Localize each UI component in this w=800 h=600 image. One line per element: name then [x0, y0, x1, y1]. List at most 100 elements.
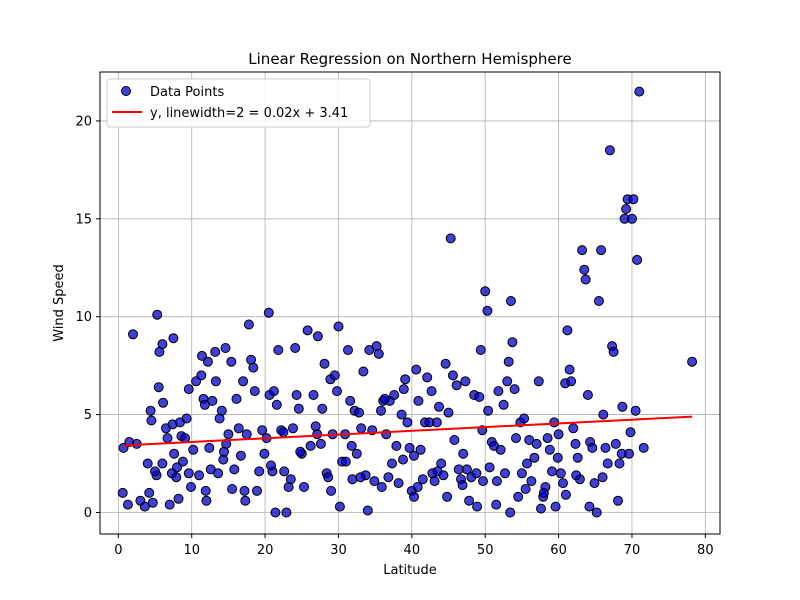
y-tick-label: 10: [75, 310, 92, 325]
data-point: [288, 423, 298, 434]
data-point: [391, 440, 402, 451]
data-point: [638, 442, 649, 453]
data-point: [186, 482, 196, 492]
data-point: [471, 468, 482, 479]
data-point: [634, 86, 645, 97]
data-point: [502, 376, 513, 387]
chart-title: Linear Regression on Northern Hemisphere: [248, 50, 571, 68]
data-point: [579, 264, 590, 275]
data-point: [197, 350, 207, 361]
data-point: [417, 474, 428, 485]
data-point: [617, 401, 628, 412]
data-point: [223, 429, 234, 440]
data-point: [577, 245, 588, 256]
data-point: [319, 358, 330, 369]
y-tick-label: 15: [75, 212, 92, 227]
data-point: [351, 448, 362, 459]
data-point: [596, 245, 607, 256]
data-point: [404, 442, 415, 453]
data-point: [308, 390, 319, 400]
legend-box: [106, 78, 371, 128]
data-point: [493, 386, 504, 397]
grid-lines: [100, 72, 720, 534]
data-point: [608, 346, 619, 357]
data-point: [531, 438, 542, 449]
data-point: [273, 345, 284, 355]
data-point: [177, 456, 188, 467]
data-point: [142, 458, 153, 469]
data-point: [213, 468, 224, 479]
data-point: [278, 427, 289, 438]
data-point: [312, 429, 323, 440]
data-point: [171, 472, 182, 483]
data-point: [458, 448, 469, 459]
data-point: [354, 407, 364, 418]
data-point: [229, 464, 240, 475]
data-point: [443, 407, 454, 418]
data-point: [210, 376, 221, 387]
data-point: [362, 505, 373, 516]
data-point: [329, 370, 340, 381]
data-point: [558, 478, 568, 489]
data-point: [169, 448, 180, 459]
data-point: [173, 493, 184, 504]
data-point: [201, 495, 212, 506]
data-point: [183, 468, 194, 479]
x-tick-label: 10: [183, 543, 200, 558]
data-point: [317, 403, 328, 414]
data-point: [326, 485, 337, 496]
data-point: [482, 305, 493, 316]
plot-frame: [99, 71, 721, 535]
data-point: [568, 423, 579, 434]
data-point: [196, 370, 207, 381]
data-point: [216, 405, 227, 416]
data-point: [241, 429, 252, 440]
data-point: [226, 356, 237, 367]
data-point: [248, 362, 259, 373]
data-point: [147, 497, 158, 508]
y-axis-ticks: 0 5 10 15 20: [75, 114, 100, 521]
x-tick-label: 70: [624, 543, 641, 558]
data-point: [315, 438, 326, 449]
regression-line: [123, 415, 693, 447]
data-point: [268, 386, 279, 397]
data-point: [460, 376, 471, 387]
legend-label-regression-line: y, linewidth=2 = 0.02x + 3.41: [150, 106, 348, 121]
data-point: [402, 417, 413, 428]
x-axis-ticks: 0 10 20 30 40 50 60 70 80: [114, 534, 714, 558]
legend-marker-data-points: [121, 86, 131, 96]
data-point: [252, 485, 262, 496]
data-point: [281, 507, 292, 518]
data-point: [347, 474, 358, 485]
data-point: [621, 204, 632, 214]
data-point: [614, 458, 625, 469]
data-point: [400, 374, 411, 385]
data-point: [597, 472, 608, 483]
data-point: [513, 491, 524, 502]
data-point: [505, 507, 516, 518]
data-point: [598, 409, 609, 420]
y-tick-label: 0: [84, 506, 92, 521]
data-points-group: [117, 86, 698, 518]
data-point: [379, 393, 390, 404]
data-point: [511, 433, 521, 444]
x-tick-label: 80: [697, 543, 714, 558]
data-point: [332, 386, 342, 397]
data-point: [210, 346, 221, 357]
data-point: [231, 393, 242, 404]
data-point: [387, 458, 397, 469]
y-tick-label: 5: [84, 408, 92, 423]
x-tick-label: 60: [550, 543, 567, 558]
data-point: [627, 213, 637, 224]
data-point: [440, 358, 451, 369]
data-point: [516, 468, 527, 479]
data-point: [484, 462, 495, 473]
data-point: [162, 433, 173, 444]
data-point: [461, 464, 472, 475]
data-point: [219, 446, 229, 457]
data-point: [591, 507, 602, 518]
data-point: [302, 325, 313, 336]
data-point: [478, 476, 488, 487]
x-tick-label: 40: [404, 543, 421, 558]
data-point: [200, 485, 211, 496]
